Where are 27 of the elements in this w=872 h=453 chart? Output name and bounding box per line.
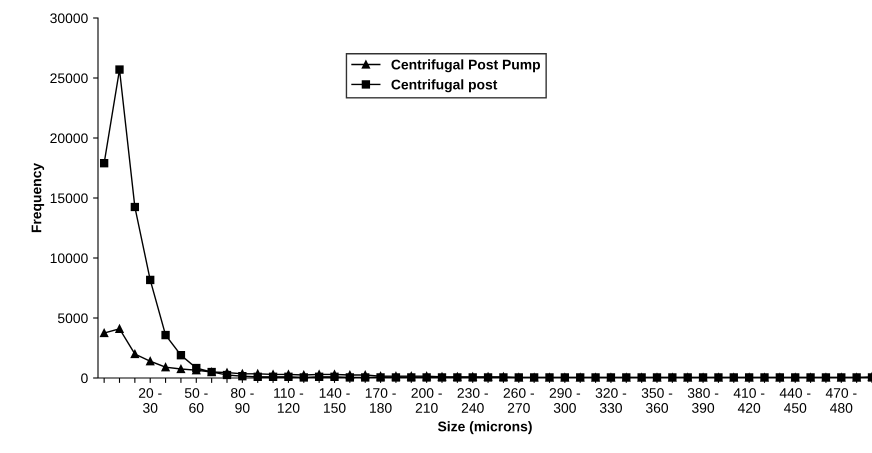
y-tick-label: 25000 (50, 73, 88, 84)
x-tick-label: 200 - 210 (412, 388, 442, 413)
x-tick-label: 20 - 30 (138, 388, 162, 413)
legend-label: Centrifugal Post Pump (391, 59, 540, 72)
x-axis-title: Size (microns) (438, 421, 532, 434)
x-tick-label: 140 - 150 (320, 388, 350, 413)
x-tick-label: 350 - 360 (642, 388, 672, 413)
x-tick-label: 170 - 180 (366, 388, 396, 413)
x-tick-label: 50 - 60 (184, 388, 208, 413)
x-tick-label: 470 - 480 (826, 388, 856, 413)
x-tick-label: 230 - 240 (458, 388, 488, 413)
x-tick-label: 410 - 420 (734, 388, 764, 413)
y-tick-label: 20000 (50, 133, 88, 144)
x-tick-label: 440 - 450 (780, 388, 810, 413)
x-tick-label: 320 - 330 (596, 388, 626, 413)
x-tick-label: 260 - 270 (504, 388, 534, 413)
y-axis-title: Frequency (32, 162, 44, 232)
y-tick-label: 30000 (50, 13, 88, 24)
y-tick-label: 10000 (50, 253, 88, 264)
x-tick-label: 290 - 300 (550, 388, 580, 413)
y-tick-label: 0 (81, 373, 88, 384)
y-tick-label: 5000 (58, 313, 88, 324)
x-tick-label: 80 - 90 (230, 388, 254, 413)
legend-label: Centrifugal post (391, 79, 498, 92)
y-tick-label: 15000 (50, 193, 88, 204)
x-tick-label: 380 - 390 (688, 388, 718, 413)
x-tick-label: 110 - 120 (274, 388, 304, 413)
